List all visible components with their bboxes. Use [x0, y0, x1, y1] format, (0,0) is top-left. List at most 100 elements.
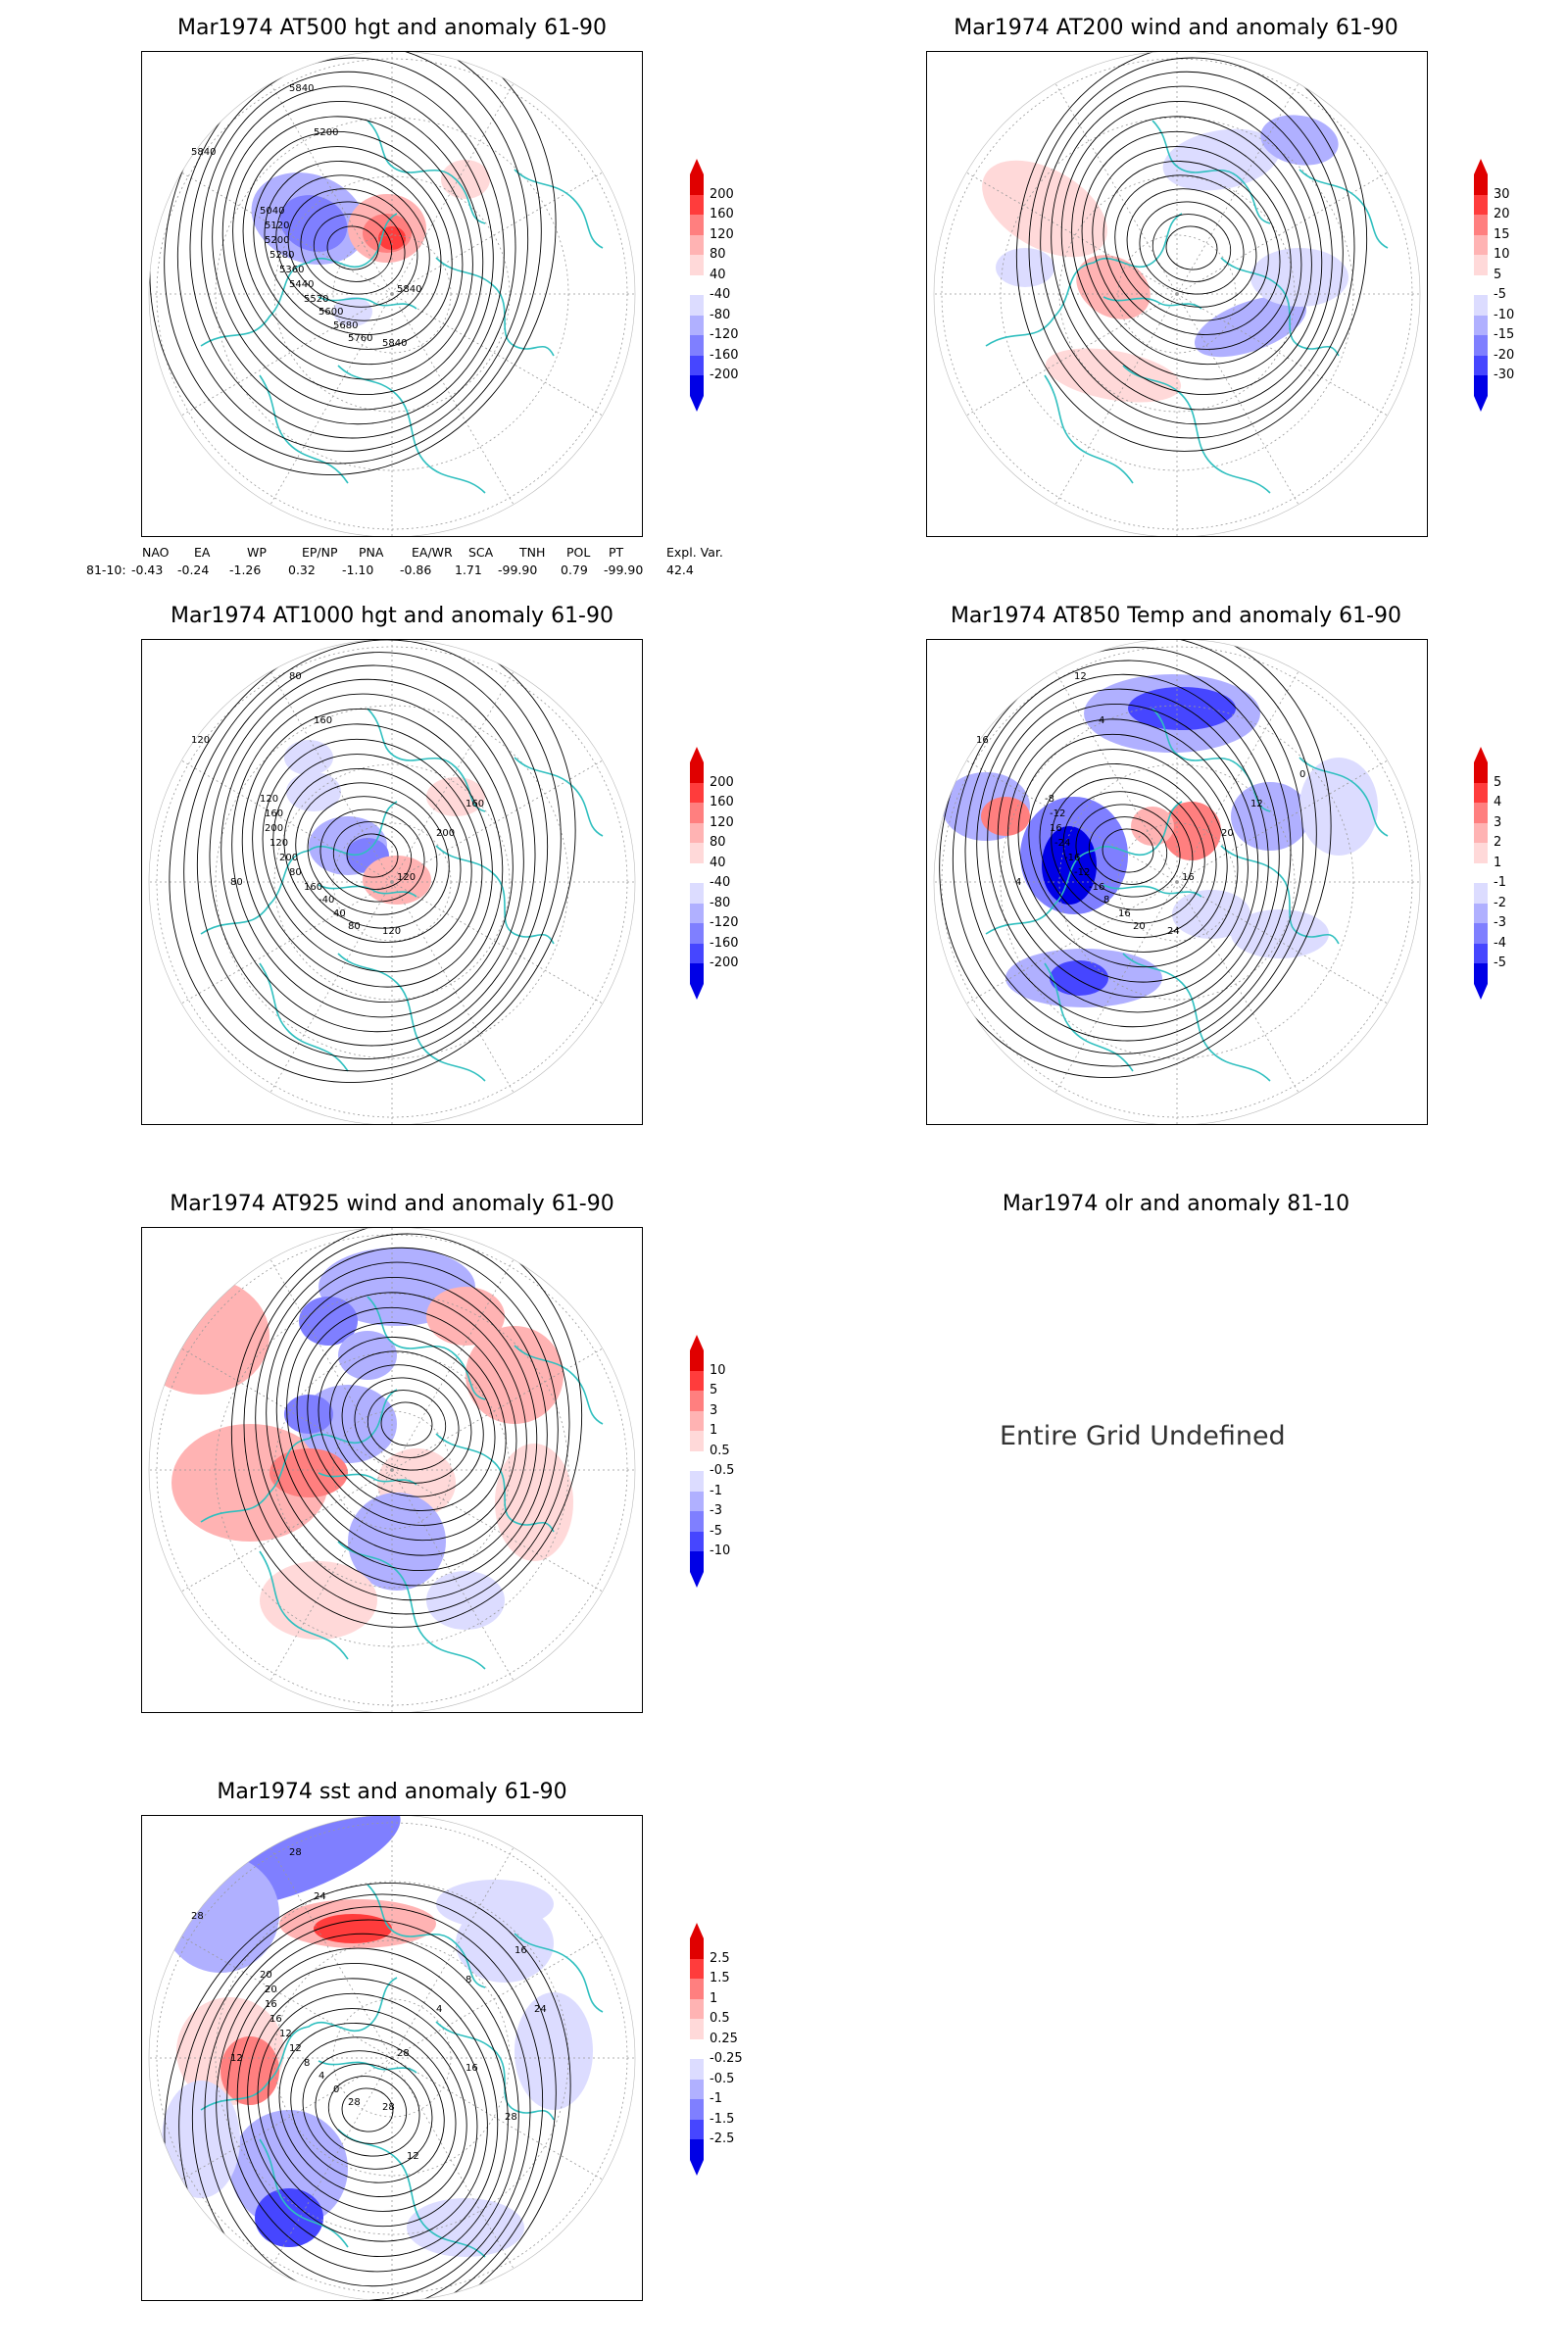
contour-label: 200: [265, 823, 283, 834]
tele-header: EP/NP: [302, 545, 338, 560]
streamline: [1015, 52, 1368, 452]
anomaly-region: [284, 1395, 333, 1434]
contour-label: 16: [1050, 823, 1062, 834]
contour-label: 5280: [270, 250, 294, 261]
legend-arrow-top: [690, 1923, 704, 1938]
meridian: [391, 293, 603, 416]
tele-value: -99.90: [498, 563, 538, 577]
legend-label: 1: [710, 1423, 718, 1438]
contour-line: [257, 1992, 478, 2228]
meridian: [181, 2057, 393, 2180]
legend-label: 1: [710, 1990, 718, 2006]
contour-line: [1088, 816, 1168, 885]
legend-swatch: [690, 2079, 704, 2100]
coastline: [1220, 257, 1340, 357]
legend-arrow-bottom: [1474, 395, 1488, 412]
meridian: [966, 293, 1178, 416]
tele-header: PNA: [359, 545, 384, 560]
panel-sst: Mar1974 sst and anomaly 61-90 28 28 24 20 20…: [0, 1764, 784, 2352]
legend-arrow-top: [690, 1335, 704, 1350]
map-frame: [141, 1227, 643, 1713]
meridian: [1176, 881, 1388, 1004]
meridian: [270, 293, 393, 505]
streamline: [230, 1228, 583, 1628]
coastline: [337, 2129, 486, 2258]
legend-label: 5: [1494, 774, 1502, 790]
contour-line: [236, 1962, 499, 2258]
legend-label: -80: [710, 895, 731, 910]
tele-value: 42.4: [666, 563, 694, 577]
contour-label: 160: [314, 715, 332, 726]
contour-label: 8: [304, 2058, 310, 2069]
legend-label: 20: [1494, 207, 1510, 221]
legend-swatch: [690, 1979, 704, 1999]
anomaly-region: [1076, 255, 1151, 319]
meridian: [270, 881, 393, 1093]
panel-at925: Mar1974 AT925 wind and anomaly 61-90 10 5…: [0, 1176, 784, 1764]
legend-swatch: [690, 1410, 704, 1432]
contour-label: 4: [318, 2071, 324, 2082]
contour-line: [287, 188, 418, 308]
contour-label: 8: [466, 1975, 471, 1985]
map-boundary: [933, 52, 1421, 536]
legend-swatch: [690, 2139, 704, 2160]
contour-line: [341, 2087, 394, 2132]
legend-swatch: [690, 274, 704, 296]
map-boundary: [148, 1228, 636, 1712]
legend-label: 160: [710, 795, 734, 809]
legend-swatch: [690, 1958, 704, 1980]
map-boundary: [148, 1816, 636, 2300]
legend-label: 80: [710, 247, 726, 262]
legend-arrow-top: [690, 747, 704, 762]
legend-swatch: [690, 1938, 704, 1959]
panel-at1000: Mar1974 AT1000 hgt and anomaly 61-90 120…: [0, 588, 784, 1176]
legend-label: 5: [710, 1383, 718, 1397]
legend-label: -200: [710, 956, 739, 970]
panel-title: Mar1974 AT1000 hgt and anomaly 61-90: [170, 604, 613, 628]
tele-value: -0.43: [131, 563, 164, 577]
contour-line: [275, 174, 430, 321]
legend-arrow-bottom: [690, 983, 704, 1000]
streamline: [1114, 174, 1269, 321]
tele-header: WP: [247, 545, 267, 560]
streamline: [1102, 161, 1281, 335]
map-frame: [926, 51, 1428, 537]
legend-swatch: [1474, 963, 1488, 984]
legend-label: 40: [710, 855, 726, 870]
contour-label: 5360: [279, 265, 304, 275]
coastline: [337, 953, 486, 1082]
legend-label: -200: [710, 368, 739, 382]
meridian: [391, 2057, 514, 2269]
undefined-grid-message: Entire Grid Undefined: [1000, 1421, 1286, 1451]
legend-label: 10: [1494, 247, 1510, 262]
legend-label: 80: [710, 835, 726, 850]
contour-line: [997, 703, 1259, 999]
meridian: [391, 1259, 514, 1471]
legend-label: -1: [710, 1483, 722, 1498]
contour-line: [346, 833, 399, 878]
legend-label: -3: [1494, 915, 1506, 930]
legend-label: 40: [710, 267, 726, 282]
legend-swatch: [1474, 883, 1488, 904]
anomaly-region: [426, 777, 485, 816]
contour-line: [189, 57, 516, 439]
coastline: [200, 801, 398, 935]
contour-label: 120: [397, 872, 416, 883]
contour-line: [226, 1947, 509, 2273]
legend-label: -2: [1494, 895, 1506, 910]
legend-swatch: [1474, 295, 1488, 316]
legend-swatch: [1474, 315, 1488, 336]
legend-swatch: [690, 1551, 704, 1572]
legend-swatch: [690, 1350, 704, 1371]
coastline: [318, 296, 417, 310]
meridian: [1176, 760, 1388, 883]
contour-label: 16: [1118, 908, 1131, 919]
panel-title: Mar1974 olr and anomaly 81-10: [1002, 1192, 1350, 1216]
contour-line: [952, 647, 1304, 1054]
contour-label: 40: [333, 908, 346, 919]
tele-header: EA/WR: [412, 545, 453, 560]
contour-label: 16: [265, 1999, 277, 2010]
tele-header: EA: [194, 545, 211, 560]
polar-map-at500: 5840 5840 5200 5040 5120 5200 5280 5360 5440 5520…: [148, 52, 636, 536]
meridian: [270, 2057, 393, 2269]
